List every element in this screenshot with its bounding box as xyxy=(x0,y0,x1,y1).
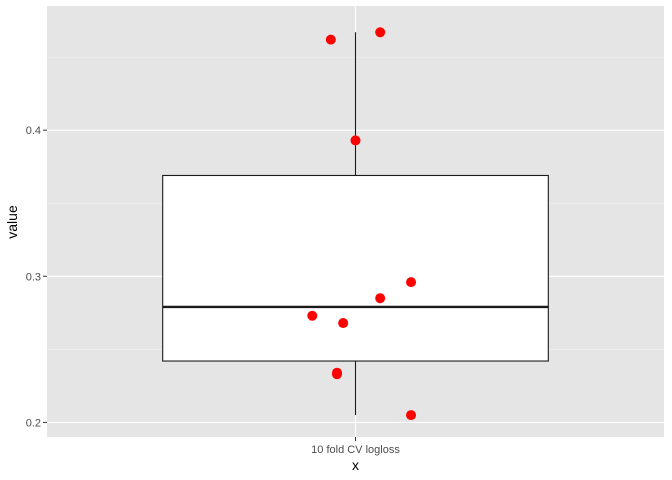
data-point xyxy=(406,277,417,288)
x-axis-title: x xyxy=(352,457,359,473)
boxplot xyxy=(162,32,549,416)
data-point xyxy=(375,27,386,38)
y-tick-label: 0.3 xyxy=(26,271,41,283)
data-point xyxy=(406,410,417,421)
data-point xyxy=(375,293,386,304)
data-point xyxy=(325,34,336,45)
y-tick-label: 0.2 xyxy=(26,417,41,429)
data-points xyxy=(307,27,417,421)
x-axis: 10 fold CV logloss xyxy=(311,437,400,456)
y-tick-label: 0.4 xyxy=(26,125,41,137)
data-point xyxy=(331,369,342,380)
data-point xyxy=(307,310,318,321)
y-axis-title: value xyxy=(4,205,20,239)
x-tick-label: 10 fold CV logloss xyxy=(311,444,400,456)
box-iqr xyxy=(162,174,549,362)
data-point xyxy=(350,135,361,146)
data-point xyxy=(338,318,349,329)
y-axis: 0.2 0.3 0.4 xyxy=(26,125,47,429)
